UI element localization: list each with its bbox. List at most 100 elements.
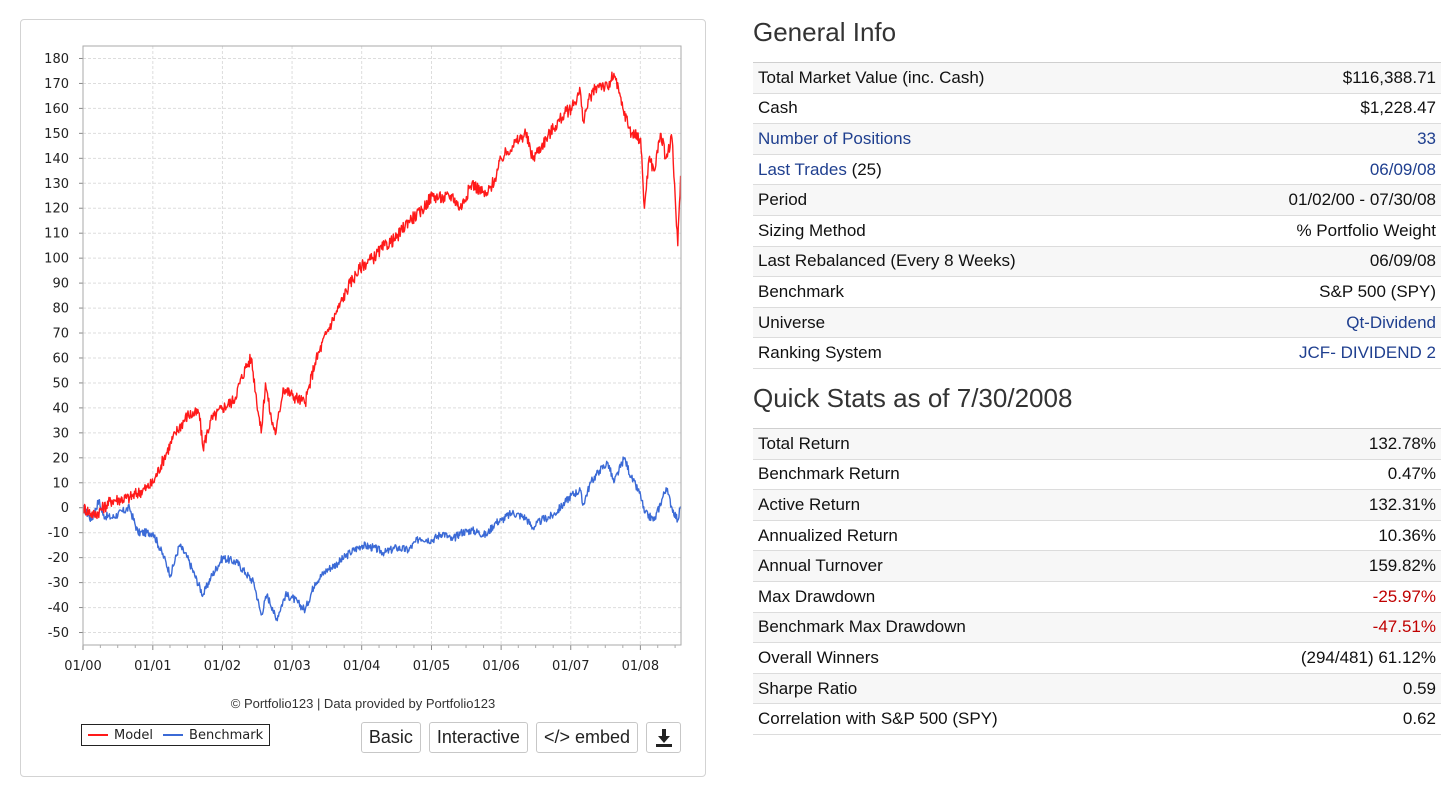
chart-panel: -50 -40 -30 -20 -10 0 10 20 30 40 50 60 70 80 90 100 110… (20, 19, 706, 777)
benchmark-legend-swatch (163, 734, 184, 736)
period-value: 01/02/00 - 07/30/08 (1186, 184, 1441, 216)
y-tick-label: 160 (44, 102, 69, 117)
y-tick-label: -20 (48, 551, 69, 566)
table-row: Max Drawdown -25.97% (753, 580, 1441, 613)
quick-stats-heading: Quick Stats as of 7/30/2008 (753, 383, 1073, 413)
basic-button[interactable]: Basic (360, 722, 421, 753)
y-tick-label: -50 (48, 626, 69, 641)
row-label: Benchmark (753, 276, 1187, 308)
table-row: Total Market Value (inc. Cash) $116,388.… (753, 62, 1441, 94)
benchmark-series-line (82, 456, 682, 622)
y-tick-label: 50 (52, 376, 69, 391)
row-label: Correlation with S&P 500 (SPY) (753, 703, 1189, 735)
download-button[interactable] (646, 722, 681, 753)
x-tick-label: 01/01 (134, 659, 171, 674)
benchmark-value: S&P 500 (SPY) (1186, 276, 1441, 308)
chart-credit: © Portfolio123 | Data provided by Portfo… (230, 696, 496, 711)
x-tick-label: 01/07 (552, 659, 589, 674)
ranking-system-link[interactable]: JCF- DIVIDEND 2 (1299, 343, 1436, 363)
general-info-heading: General Info (753, 17, 897, 47)
plot-area (83, 46, 681, 645)
x-tick-label: 01/06 (482, 659, 519, 674)
row-label: Universe (753, 306, 1187, 338)
model-series-line (82, 71, 682, 520)
cash-value: $1,228.47 (1186, 92, 1441, 124)
table-row: Active Return 132.31% (753, 489, 1441, 521)
model-legend-label: Model (114, 727, 154, 743)
benchmark-max-drawdown-value: -47.51% (1188, 611, 1441, 643)
number-of-positions-link[interactable]: Number of Positions (758, 128, 912, 148)
total-return-value: 132.78% (1188, 428, 1441, 460)
last-trades-count: (25) (851, 159, 882, 179)
row-label: Ranking System (753, 337, 1187, 369)
y-tick-label: 90 (52, 277, 69, 292)
x-tick-label: 01/02 (204, 659, 241, 674)
row-label: Sharpe Ratio (753, 672, 1189, 704)
row-label: Annualized Return (753, 519, 1189, 551)
performance-chart[interactable]: -50 -40 -30 -20 -10 0 10 20 30 40 50 60 70 80 90 100 110… (21, 20, 707, 690)
positions-count-link[interactable]: 33 (1417, 128, 1436, 148)
y-tick-label: 120 (44, 202, 69, 217)
row-label: Benchmark Max Drawdown (753, 611, 1189, 643)
x-tick-label: 01/03 (273, 659, 310, 674)
last-trades-date-link[interactable]: 06/09/08 (1369, 159, 1436, 179)
chart-grid (82, 46, 681, 645)
y-tick-label: 40 (52, 401, 69, 416)
row-label: Benchmark Return (753, 458, 1189, 490)
chart-view-buttons: Basic Interactive </> embed (360, 722, 681, 753)
overall-winners-value: (294/481) 61.12% (1188, 642, 1441, 674)
x-tick-label: 01/04 (343, 659, 380, 674)
max-drawdown-value: -25.97% (1188, 580, 1441, 613)
y-tick-label: 180 (44, 52, 69, 67)
table-row: Period 01/02/00 - 07/30/08 (753, 184, 1441, 216)
row-label: Annual Turnover (753, 550, 1189, 582)
active-return-value: 132.31% (1188, 489, 1441, 521)
table-row: Total Return 132.78% (753, 428, 1441, 460)
table-row: Annual Turnover 159.82% (753, 550, 1441, 582)
row-label: Max Drawdown (753, 580, 1189, 613)
y-tick-label: -30 (48, 576, 69, 591)
model-legend-swatch (88, 734, 108, 736)
annual-turnover-value: 159.82% (1188, 550, 1441, 582)
row-label: Active Return (753, 489, 1189, 521)
y-tick-label: 30 (52, 426, 69, 441)
y-tick-label: 100 (44, 252, 69, 267)
last-rebalanced-value: 06/09/08 (1186, 245, 1441, 277)
y-tick-label: 110 (44, 227, 69, 242)
table-row: Correlation with S&P 500 (SPY) 0.62 (753, 703, 1441, 735)
row-label: Last Rebalanced (Every 8 Weeks) (753, 245, 1187, 277)
y-tick-label: -40 (48, 601, 69, 616)
chart-series (82, 71, 682, 622)
benchmark-return-value: 0.47% (1188, 458, 1441, 490)
sizing-method-value: % Portfolio Weight (1186, 214, 1441, 247)
last-trades-link[interactable]: Last Trades (758, 159, 847, 179)
row-label: Cash (753, 92, 1187, 124)
embed-button[interactable]: </> embed (535, 722, 638, 753)
universe-link[interactable]: Qt-Dividend (1346, 312, 1436, 332)
table-row: Number of Positions 33 (753, 123, 1441, 155)
table-row: Benchmark Return 0.47% (753, 458, 1441, 490)
y-tick-label: 70 (52, 327, 69, 342)
table-row: Benchmark S&P 500 (SPY) (753, 276, 1441, 308)
annualized-return-value: 10.36% (1188, 519, 1441, 551)
total-market-value: $116,388.71 (1186, 62, 1441, 94)
x-tick-label: 01/05 (413, 659, 450, 674)
correlation-value: 0.62 (1188, 703, 1441, 735)
x-tick-label: 01/00 (64, 659, 101, 674)
y-tick-label: 80 (52, 302, 69, 317)
table-row: Cash $1,228.47 (753, 92, 1441, 124)
row-label: Total Market Value (inc. Cash) (753, 62, 1187, 94)
y-tick-label: 150 (44, 127, 69, 142)
table-row: Sharpe Ratio 0.59 (753, 672, 1441, 704)
quick-stats-table: Total Return 132.78% Benchmark Return 0.… (753, 428, 1441, 735)
chart-legend: Model Benchmark (81, 724, 271, 746)
interactive-button[interactable]: Interactive (428, 722, 528, 753)
table-row: Sizing Method % Portfolio Weight (753, 214, 1441, 247)
plot-frame (82, 45, 682, 646)
download-icon (655, 728, 672, 747)
row-label: Total Return (753, 428, 1189, 460)
y-tick-label: 130 (44, 177, 69, 192)
y-tick-label: 10 (52, 476, 69, 491)
general-info-table: Total Market Value (inc. Cash) $116,388.… (753, 62, 1441, 369)
y-tick-label: 20 (52, 451, 69, 466)
